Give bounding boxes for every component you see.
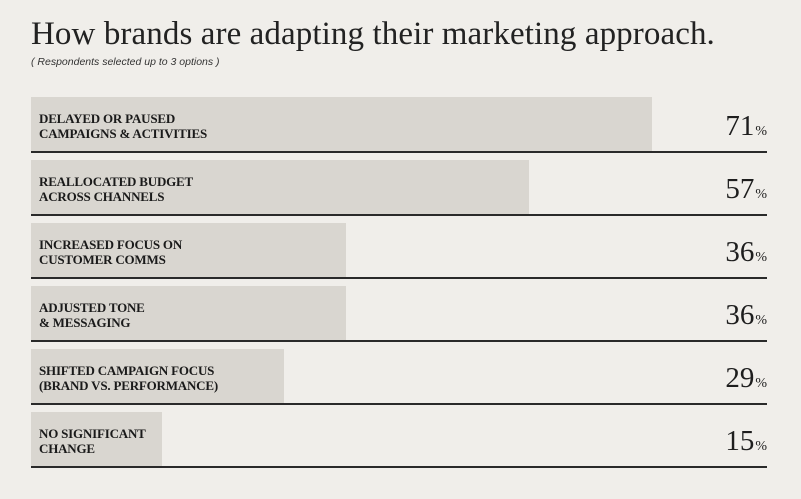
- value-number: 15: [725, 425, 755, 457]
- row-divider: [31, 277, 767, 279]
- bar-value: 36%: [725, 234, 767, 270]
- row-divider: [31, 466, 767, 468]
- bar-chart: DELAYED OR PAUSED CAMPAIGNS & ACTIVITIES…: [31, 96, 767, 474]
- chart-row: NO SIGNIFICANT CHANGE 15%: [31, 411, 767, 474]
- percent-sign: %: [755, 376, 767, 391]
- bar-value: 36%: [725, 297, 767, 333]
- bar-value: 29%: [725, 360, 767, 396]
- chart-row: SHIFTED CAMPAIGN FOCUS (BRAND vs. PERFOR…: [31, 348, 767, 411]
- bar-value: 71%: [725, 108, 767, 144]
- bar-label: REALLOCATED BUDGET ACROSS CHANNELS: [39, 174, 193, 204]
- bar: [31, 223, 346, 277]
- row-divider: [31, 340, 767, 342]
- bar: [31, 160, 529, 214]
- chart-title: How brands are adapting their marketing …: [31, 16, 715, 52]
- bar-label: ADJUSTED TONE & MESSAGING: [39, 300, 145, 330]
- percent-sign: %: [755, 187, 767, 202]
- chart-row: ADJUSTED TONE & MESSAGING 36%: [31, 285, 767, 348]
- bar: [31, 349, 284, 403]
- bar-value: 15%: [725, 423, 767, 459]
- bar: [31, 286, 346, 340]
- percent-sign: %: [755, 313, 767, 328]
- value-number: 36: [725, 236, 755, 268]
- bar: [31, 412, 162, 466]
- row-divider: [31, 151, 767, 153]
- percent-sign: %: [755, 124, 767, 139]
- chart-row: INCREASED FOCUS ON CUSTOMER COMMS 36%: [31, 222, 767, 285]
- bar-label: SHIFTED CAMPAIGN FOCUS (BRAND vs. PERFOR…: [39, 363, 218, 393]
- row-divider: [31, 214, 767, 216]
- bar-label: INCREASED FOCUS ON CUSTOMER COMMS: [39, 237, 183, 267]
- chart-subtitle: ( Respondents selected up to 3 options ): [31, 56, 220, 68]
- percent-sign: %: [755, 250, 767, 265]
- bar-label: NO SIGNIFICANT CHANGE: [39, 426, 146, 456]
- value-number: 71: [725, 110, 755, 142]
- chart-row: REALLOCATED BUDGET ACROSS CHANNELS 57%: [31, 159, 767, 222]
- bar-label: DELAYED OR PAUSED CAMPAIGNS & ACTIVITIES: [39, 111, 207, 141]
- value-number: 29: [725, 362, 755, 394]
- bar-value: 57%: [725, 171, 767, 207]
- row-divider: [31, 403, 767, 405]
- chart-row: DELAYED OR PAUSED CAMPAIGNS & ACTIVITIES…: [31, 96, 767, 159]
- value-number: 57: [725, 173, 755, 205]
- bar: [31, 97, 652, 151]
- percent-sign: %: [755, 439, 767, 454]
- value-number: 36: [725, 299, 755, 331]
